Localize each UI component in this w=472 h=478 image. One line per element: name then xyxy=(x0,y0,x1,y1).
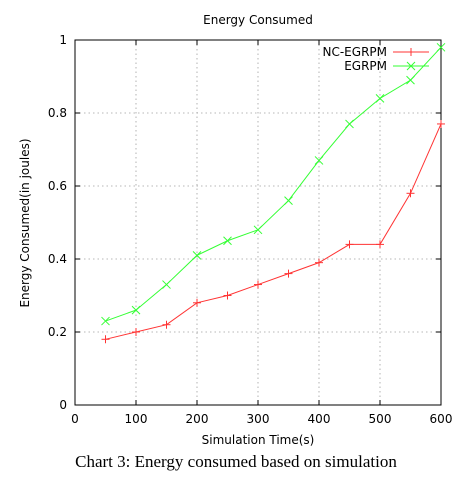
y-tick-label: 1 xyxy=(59,33,67,47)
data-point-egrpm xyxy=(345,119,354,129)
data-point-nc-egrpm xyxy=(345,240,354,249)
x-tick-label: 600 xyxy=(430,412,453,426)
data-point-nc-egrpm xyxy=(193,298,201,307)
data-point-nc-egrpm xyxy=(406,189,415,198)
data-point-egrpm xyxy=(406,75,415,85)
marker-stroke xyxy=(223,236,232,246)
data-point-egrpm xyxy=(223,236,232,246)
x-tick-label: 300 xyxy=(247,412,270,426)
data-point-nc-egrpm xyxy=(101,335,110,344)
data-point-egrpm xyxy=(284,196,293,205)
marker-stroke xyxy=(375,94,385,103)
x-tick-label: 500 xyxy=(369,412,392,426)
legend-marker-nc-egrpm xyxy=(407,48,415,56)
data-point-egrpm xyxy=(253,225,263,235)
data-point-egrpm xyxy=(314,156,324,165)
marker-stroke xyxy=(436,42,446,52)
data-point-nc-egrpm xyxy=(223,291,232,300)
y-tick-label: 0 xyxy=(59,398,67,412)
data-point-egrpm xyxy=(192,250,202,260)
marker-stroke xyxy=(284,196,293,205)
x-tick-label: 100 xyxy=(125,412,148,426)
marker-stroke xyxy=(101,316,110,326)
data-point-nc-egrpm xyxy=(437,119,445,128)
data-point-nc-egrpm xyxy=(162,320,171,329)
marker-stroke xyxy=(345,119,354,129)
data-point-nc-egrpm xyxy=(376,240,384,249)
marker-stroke xyxy=(314,156,324,165)
figure-caption: Chart 3: Energy consumed based on simula… xyxy=(75,452,397,471)
marker-stroke xyxy=(406,61,416,71)
x-tick-label: 400 xyxy=(308,412,331,426)
data-point-nc-egrpm xyxy=(254,280,262,289)
data-point-nc-egrpm xyxy=(315,258,323,267)
series-line-egrpm xyxy=(105,46,442,322)
data-point-egrpm xyxy=(162,280,171,289)
energy-consumed-chart: Energy Consumed 0 100 200 300 400 500 60000.20… xyxy=(18,13,453,447)
y-tick-label: 0.4 xyxy=(48,252,67,266)
data-point-egrpm xyxy=(436,42,446,52)
series-line-nc-egrpm xyxy=(105,123,442,340)
data-point-egrpm xyxy=(375,94,385,103)
legend-label-nc-egrpm: NC-EGRPM xyxy=(323,45,388,59)
marker-stroke xyxy=(162,280,171,289)
y-axis-label: Energy Consumed(in joules) xyxy=(18,138,32,307)
series-layer xyxy=(101,42,446,344)
data-point-nc-egrpm xyxy=(132,328,140,336)
y-tick-label: 0.2 xyxy=(48,325,67,339)
legend-marker-egrpm xyxy=(406,61,416,71)
data-point-nc-egrpm xyxy=(284,269,293,278)
marker-stroke xyxy=(406,75,415,85)
marker-stroke xyxy=(131,305,141,315)
data-point-egrpm xyxy=(131,305,141,315)
marker-stroke xyxy=(192,250,202,260)
x-axis-label: Simulation Time(s) xyxy=(202,433,315,447)
y-tick-label: 0.8 xyxy=(48,106,67,120)
x-tick-label: 0 xyxy=(71,412,79,426)
marker-stroke xyxy=(253,225,263,235)
x-tick-label: 200 xyxy=(186,412,209,426)
y-tick-label: 0.6 xyxy=(48,179,67,193)
axis-ticks: 0 100 200 300 400 500 600 0 0.2 0.4 0.6 0.8 1 xyxy=(48,33,453,426)
data-point-egrpm xyxy=(101,316,110,326)
legend-label-egrpm: EGRPM xyxy=(344,59,387,73)
chart-title: Energy Consumed xyxy=(203,13,313,27)
